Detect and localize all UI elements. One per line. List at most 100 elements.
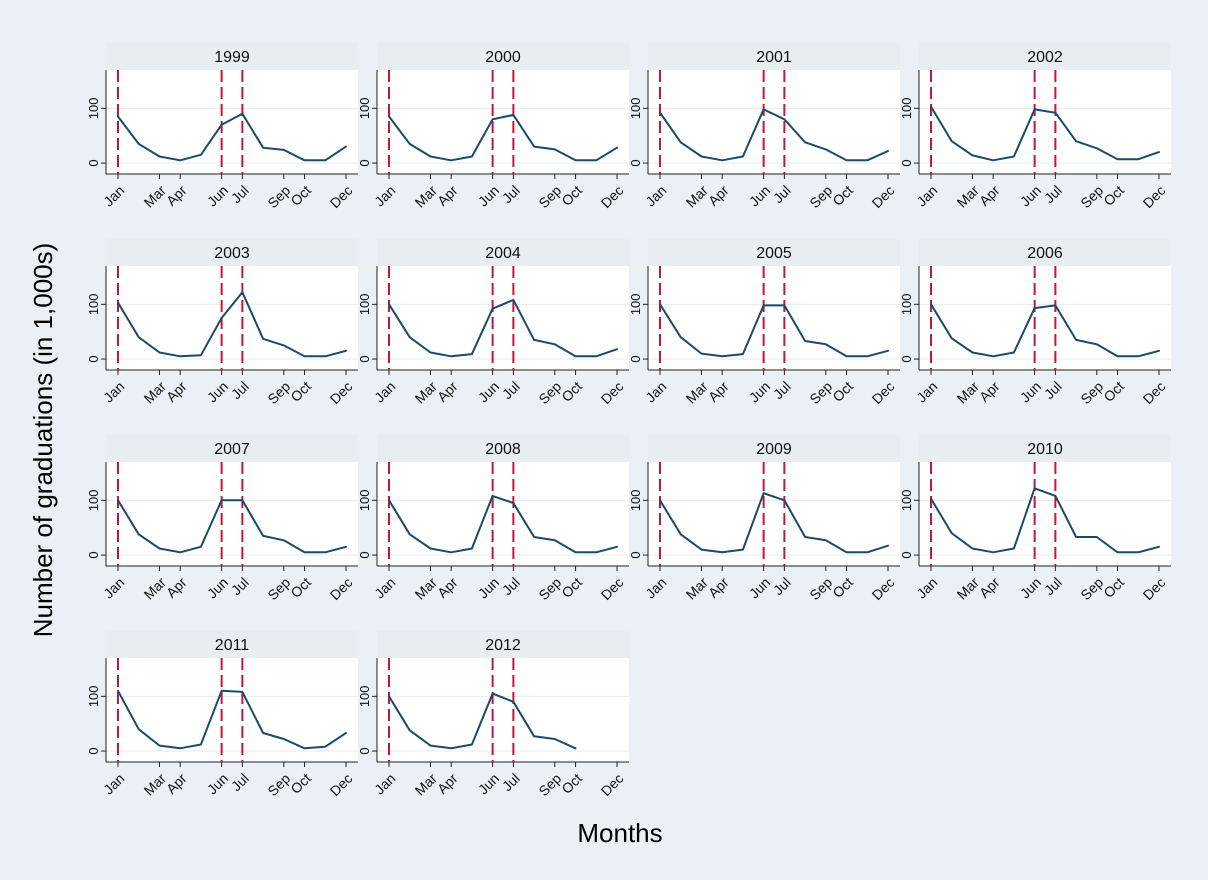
x-tick-label: Jun: [475, 574, 502, 601]
y-tick-label: 0: [357, 551, 372, 558]
x-tick-label: Jul: [228, 574, 252, 598]
x-tick-label: Jan: [371, 574, 398, 601]
panel-title: 2001: [756, 49, 792, 66]
x-tick-label: Jan: [642, 182, 669, 209]
x-axis-title: Months: [577, 818, 662, 848]
panel-strip: [377, 631, 629, 658]
plot-area: [106, 658, 358, 762]
plot-area: [106, 266, 358, 370]
panel-strip: [919, 435, 1171, 462]
x-tick-label: Apr: [705, 574, 732, 601]
x-tick-label: Jun: [1017, 182, 1044, 209]
x-tick-label: Oct: [558, 378, 585, 405]
x-tick-label: Jul: [499, 770, 523, 794]
series-line: [388, 298, 618, 358]
series-line: [930, 487, 1160, 554]
y-tick-label: 0: [628, 159, 643, 166]
series-line: [930, 105, 1160, 162]
x-tick-label: Oct: [829, 378, 856, 405]
x-tick-label: Jan: [913, 182, 940, 209]
y-tick-label: 0: [628, 355, 643, 362]
x-tick-label: Oct: [558, 574, 585, 601]
x-tick-label: Jun: [746, 182, 773, 209]
x-tick-label: Jul: [228, 182, 252, 206]
y-tick-label: 100: [899, 97, 914, 119]
y-tick-label: 100: [357, 685, 372, 707]
panel-strip: [106, 43, 358, 70]
x-tick-label: Apr: [163, 770, 190, 797]
panel-title: 2003: [214, 245, 250, 262]
panel-strip: [377, 239, 629, 266]
x-tick-label: Apr: [976, 378, 1003, 405]
x-tick-label: Apr: [434, 378, 461, 405]
x-tick-label: Oct: [287, 770, 314, 797]
y-tick-label: 0: [899, 159, 914, 166]
x-tick-label: Oct: [1100, 378, 1127, 405]
x-tick-label: Jan: [100, 182, 127, 209]
x-tick-label: Jan: [100, 770, 127, 797]
y-tick-label: 100: [357, 293, 372, 315]
x-tick-label: Jan: [371, 770, 398, 797]
y-tick-label: 0: [357, 159, 372, 166]
x-tick-label: Jun: [204, 770, 231, 797]
x-tick-label: Oct: [558, 182, 585, 209]
plot-area: [919, 462, 1171, 566]
x-tick-label: Jul: [228, 378, 252, 402]
plot-area: [377, 658, 629, 762]
panel-strip: [919, 239, 1171, 266]
y-tick-label: 100: [357, 97, 372, 119]
y-tick-label: 100: [899, 489, 914, 511]
y-tick-label: 100: [628, 489, 643, 511]
x-tick-label: Oct: [287, 182, 314, 209]
x-tick-label: Jun: [746, 378, 773, 405]
x-tick-label: Jun: [204, 182, 231, 209]
panel-title: 2006: [1027, 245, 1063, 262]
plot-area: [648, 462, 900, 566]
plot-area: [377, 462, 629, 566]
x-tick-label: Dec: [598, 770, 627, 799]
x-tick-label: Dec: [1140, 378, 1169, 407]
x-tick-label: Jul: [1041, 378, 1065, 402]
series-line: [659, 108, 889, 162]
x-tick-label: Jan: [371, 182, 398, 209]
series-line: [117, 689, 347, 750]
y-tick-label: 100: [86, 685, 101, 707]
plot-area: [377, 70, 629, 174]
plot-area: [377, 266, 629, 370]
series-line: [388, 692, 577, 750]
series-line: [388, 494, 618, 554]
x-tick-label: Dec: [1140, 574, 1169, 603]
x-tick-label: Jan: [642, 574, 669, 601]
series-line: [659, 303, 889, 358]
panel-strip: [106, 631, 358, 658]
x-tick-label: Jan: [100, 574, 127, 601]
panel-strip: [377, 43, 629, 70]
x-tick-label: Dec: [327, 182, 356, 211]
x-tick-label: Apr: [163, 378, 190, 405]
x-tick-label: Jul: [1041, 574, 1065, 598]
y-tick-label: 0: [86, 159, 101, 166]
y-tick-label: 0: [357, 747, 372, 754]
x-tick-label: Dec: [869, 574, 898, 603]
plot-area: [919, 266, 1171, 370]
x-tick-label: Jun: [475, 378, 502, 405]
panel-title: 2002: [1027, 49, 1063, 66]
x-tick-label: Dec: [327, 770, 356, 799]
x-tick-label: Apr: [163, 182, 190, 209]
panel-strip: [106, 435, 358, 462]
x-tick-label: Dec: [327, 574, 356, 603]
x-tick-label: Oct: [1100, 182, 1127, 209]
panel-strip: [648, 239, 900, 266]
x-tick-label: Jul: [499, 378, 523, 402]
y-tick-label: 100: [628, 97, 643, 119]
y-tick-label: 100: [628, 293, 643, 315]
